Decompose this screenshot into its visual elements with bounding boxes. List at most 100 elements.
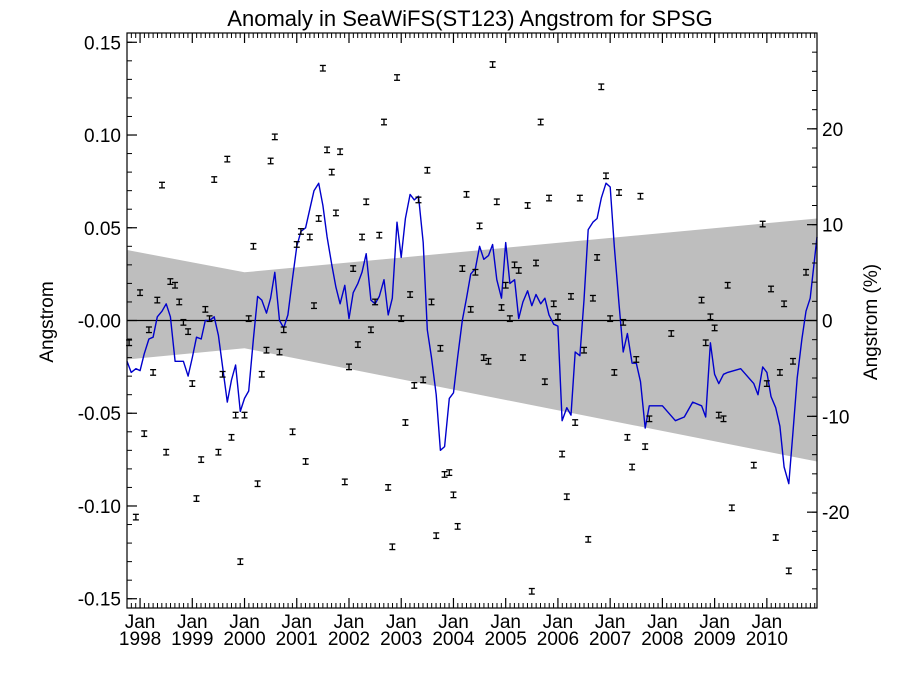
data-point-94 [541,378,548,386]
x-tick-label-year: 2003 [380,629,422,650]
data-point-95 [546,194,553,202]
x-tick-label-year: 2008 [641,629,683,650]
data-point-48 [341,478,348,486]
data-point-73 [450,491,457,499]
y-tick-label-left: 0.10 [84,126,121,147]
data-point-55 [372,298,379,306]
data-point-133 [776,369,783,376]
data-point-19 [211,176,218,183]
data-point-130 [763,380,770,387]
x-tick-label-month: Jan [281,612,312,633]
data-point-101 [572,419,579,426]
data-point-35 [280,326,287,334]
data-point-29 [254,480,261,488]
data-point-57 [380,118,387,126]
data-point-49 [345,363,352,371]
data-point-9 [167,278,174,285]
data-point-102 [576,194,583,202]
data-point-76 [463,190,470,198]
x-tick-label-month: Jan [752,612,783,633]
x-tick-label-year: 2005 [485,629,527,650]
y-axis-label-left: Angstrom [37,281,58,362]
anomaly-line-layer [126,182,818,485]
x-tick-label-year: 2007 [589,629,631,650]
x-tick-label-month: Jan [438,612,469,633]
data-point-21 [219,370,226,378]
data-point-129 [759,220,766,228]
data-point-84 [498,304,505,311]
data-point-105 [589,294,596,302]
data-point-36 [289,428,296,436]
x-tick-label-year: 2001 [276,629,318,650]
y-axis-label-right: Angstrom (%) [861,264,882,380]
data-point-100 [567,292,574,300]
data-point-62 [402,419,409,426]
data-point-109 [607,315,614,323]
y-tick-label-left: 0.15 [84,33,121,54]
data-point-45 [328,168,335,176]
data-point-107 [598,83,605,91]
data-point-10 [172,281,179,289]
data-point-51 [354,341,361,349]
data-point-74 [454,522,461,530]
y-tick-label-left: -0.05 [78,404,121,425]
data-point-7 [158,181,165,189]
data-point-65 [415,196,422,204]
data-point-92 [532,259,539,267]
data-point-41 [310,302,317,310]
x-tick-label-year: 2006 [537,629,579,650]
data-point-71 [441,471,448,478]
x-tick-label-year: 2000 [223,629,265,650]
data-point-43 [319,64,326,72]
data-point-124 [715,411,722,419]
data-point-63 [407,291,414,298]
data-point-3 [141,430,148,438]
data-point-16 [198,456,205,464]
data-point-75 [459,265,466,272]
y-tick-label-left: 0.05 [84,219,121,240]
axes-layer: 0.150.100.05-0.00-0.05-0.10-0.1520100-10… [78,32,849,650]
data-point-122 [707,313,714,321]
data-point-113 [624,433,631,441]
data-point-1 [132,513,139,521]
data-point-93 [537,118,544,126]
y-tick-label-right: -10 [822,407,849,428]
data-point-123 [711,324,718,332]
data-point-2 [137,289,144,297]
data-point-70 [437,344,444,352]
data-point-117 [642,443,649,451]
data-point-119 [668,330,675,337]
x-tick-label-month: Jan [125,612,156,633]
data-point-89 [519,354,526,362]
data-point-126 [724,281,731,289]
anomaly-line [126,182,818,485]
data-point-106 [594,254,601,261]
data-point-132 [772,534,779,541]
data-point-81 [485,357,492,365]
data-point-103 [581,346,588,354]
x-tick-label-month: Jan [595,612,626,633]
data-point-99 [563,493,570,501]
data-point-58 [385,484,392,491]
chart-title: Anomaly in SeaWiFS(ST123) Angstrom for S… [227,6,712,31]
data-point-67 [424,166,431,174]
data-point-54 [367,326,374,334]
data-point-83 [493,198,500,206]
data-point-26 [241,411,248,419]
data-point-47 [337,148,344,156]
x-tick-label-year: 2010 [746,629,788,650]
data-point-96 [550,300,557,308]
data-point-104 [585,535,592,543]
data-point-56 [376,231,383,239]
data-point-17 [202,305,209,313]
data-point-22 [224,155,231,163]
data-point-72 [446,469,453,477]
data-point-34 [276,348,283,356]
data-point-11 [176,298,183,306]
data-point-18 [206,315,213,323]
data-point-97 [554,313,561,321]
x-tick-label-month: Jan [229,612,260,633]
data-point-68 [428,298,435,306]
data-point-20 [215,448,222,456]
